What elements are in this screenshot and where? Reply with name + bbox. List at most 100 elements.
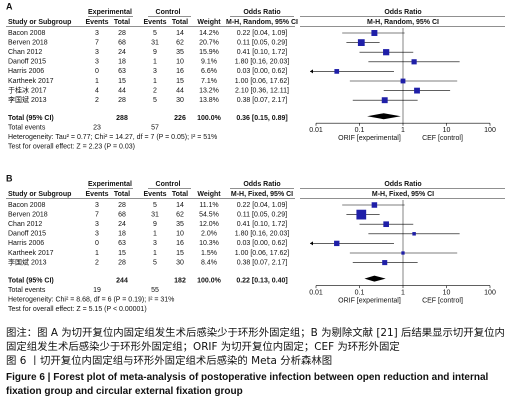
cell: 7: [95, 39, 99, 46]
cell: 54.5%: [199, 211, 219, 218]
cell: 244: [116, 277, 128, 284]
cell: 15: [118, 250, 126, 257]
column-header: Study or Subgroup: [8, 19, 71, 26]
cell: 30: [176, 259, 184, 266]
cell: 44: [176, 87, 184, 94]
cell: 2: [95, 259, 99, 266]
axis-tick-label: 0.01: [309, 127, 323, 134]
cell: 15.9%: [199, 49, 219, 56]
cell: 0.22 [0.13, 0.40]: [236, 277, 287, 284]
study-name: Berven 2018: [8, 211, 48, 218]
column-header: M-H, Fixed, 95% CI: [372, 191, 434, 198]
cell: 1: [153, 231, 157, 238]
cell: 0.22 [0.04, 1.09]: [237, 30, 288, 37]
header-control: Control: [156, 9, 181, 16]
cell: 14: [176, 30, 184, 37]
column-header: Events: [144, 19, 167, 26]
cell: 11.1%: [199, 202, 218, 209]
study-name: Bacon 2008: [8, 202, 45, 209]
cell: 2.10 [0.36, 12.11]: [235, 87, 289, 94]
heterogeneity: Heterogeneity: Chi² = 8.68, df = 6 (P = …: [8, 296, 174, 303]
study-name: Kartheek 2017: [8, 250, 54, 257]
axis-tick-label: 1: [401, 127, 405, 134]
axis-tick-label: 100: [484, 289, 496, 296]
cell: 28: [118, 259, 126, 266]
cell: 63: [118, 68, 126, 75]
cell: 0.11 [0.05, 0.29]: [237, 211, 287, 218]
cell: 288: [116, 115, 128, 122]
cell: 15: [118, 78, 126, 85]
cell: 3: [95, 221, 99, 228]
study-square: [371, 202, 378, 208]
cell: 1: [153, 250, 157, 257]
cell: 0.38 [0.07, 2.17]: [237, 259, 288, 266]
cell: 31: [151, 211, 159, 218]
cell: 4: [95, 87, 99, 94]
header-odds-ratio: Odds Ratio: [243, 9, 280, 16]
column-header: Events: [144, 191, 167, 198]
heterogeneity: Heterogeneity: Tau² = 0.77; Chi² = 14.27…: [8, 134, 217, 141]
column-header: M-H, Random, 95% CI: [367, 19, 439, 26]
axis-tick-label: 10: [443, 289, 451, 296]
cell: 3: [153, 240, 157, 247]
cell: 13.8%: [199, 97, 219, 104]
column-header: M-H, Random, 95% CI: [226, 19, 298, 26]
cell: 1.00 [0.06, 17.62]: [235, 78, 290, 85]
panel-label: A: [6, 1, 13, 11]
study-name: Harris 2006: [8, 68, 44, 75]
cell: 10.3%: [199, 240, 219, 247]
cell: 3: [95, 231, 99, 238]
cell: 3: [153, 68, 157, 75]
axis-tick-label: 10: [443, 127, 451, 134]
cell: 0.11 [0.05, 0.29]: [237, 39, 287, 46]
study-square: [401, 251, 405, 255]
column-header: Total: [172, 191, 188, 198]
column-header: M-H, Fixed, 95% CI: [231, 191, 293, 198]
study-square: [357, 39, 365, 46]
cell: 13.2%: [199, 87, 219, 94]
study-name: Bacon 2008: [8, 30, 45, 37]
cell: 5: [153, 97, 157, 104]
column-header: Total: [114, 19, 130, 26]
panel-label: B: [6, 173, 13, 183]
cell: 1: [153, 78, 157, 85]
study-name: Berven 2018: [8, 39, 48, 46]
caption-title-cn: 图 6 丨切开复位内固定组与环形外固定组术后感染的 Meta 分析森林图: [6, 355, 333, 367]
caption-title-en: Figure 6 | Forest plot of meta-analysis …: [6, 372, 489, 397]
cell: 9: [153, 49, 157, 56]
column-header: Events: [86, 19, 109, 26]
cell: 9: [153, 221, 157, 228]
axis-tick-label: 0.01: [309, 289, 323, 296]
cell: 35: [176, 49, 184, 56]
column-header: Weight: [197, 191, 221, 198]
cell: 24: [118, 49, 126, 56]
cell: 1.5%: [201, 250, 217, 257]
cell: 5: [153, 259, 157, 266]
study-square: [383, 221, 389, 228]
total-diamond: [367, 113, 401, 120]
cell: 8.4%: [201, 259, 217, 266]
study-name: Chan 2012: [8, 49, 42, 56]
axis-left-label: ORIF [experimental]: [338, 135, 401, 142]
column-header: Study or Subgroup: [8, 191, 71, 198]
cell: 30: [176, 97, 184, 104]
cell: 16: [176, 68, 184, 75]
cell: 1: [153, 59, 157, 66]
cell: 5: [153, 30, 157, 37]
header-experimental: Experimental: [88, 9, 132, 16]
axis-right-label: CEF [control]: [422, 135, 463, 142]
study-square: [400, 78, 406, 84]
axis-right-label: CEF [control]: [422, 297, 463, 304]
cell: 44: [118, 87, 126, 94]
cell: 6.6%: [201, 68, 217, 75]
cell: 0.41 [0.10, 1.72]: [237, 49, 288, 56]
cell: 0: [95, 240, 99, 247]
cell: 14.2%: [199, 30, 219, 37]
cell: 15: [176, 78, 184, 85]
cell: 28: [118, 202, 126, 209]
cell: 62: [176, 39, 184, 46]
study-square: [371, 30, 378, 36]
column-header: Total: [172, 19, 188, 26]
header-odds-ratio: Odds Ratio: [243, 181, 280, 188]
study-square: [411, 59, 417, 65]
